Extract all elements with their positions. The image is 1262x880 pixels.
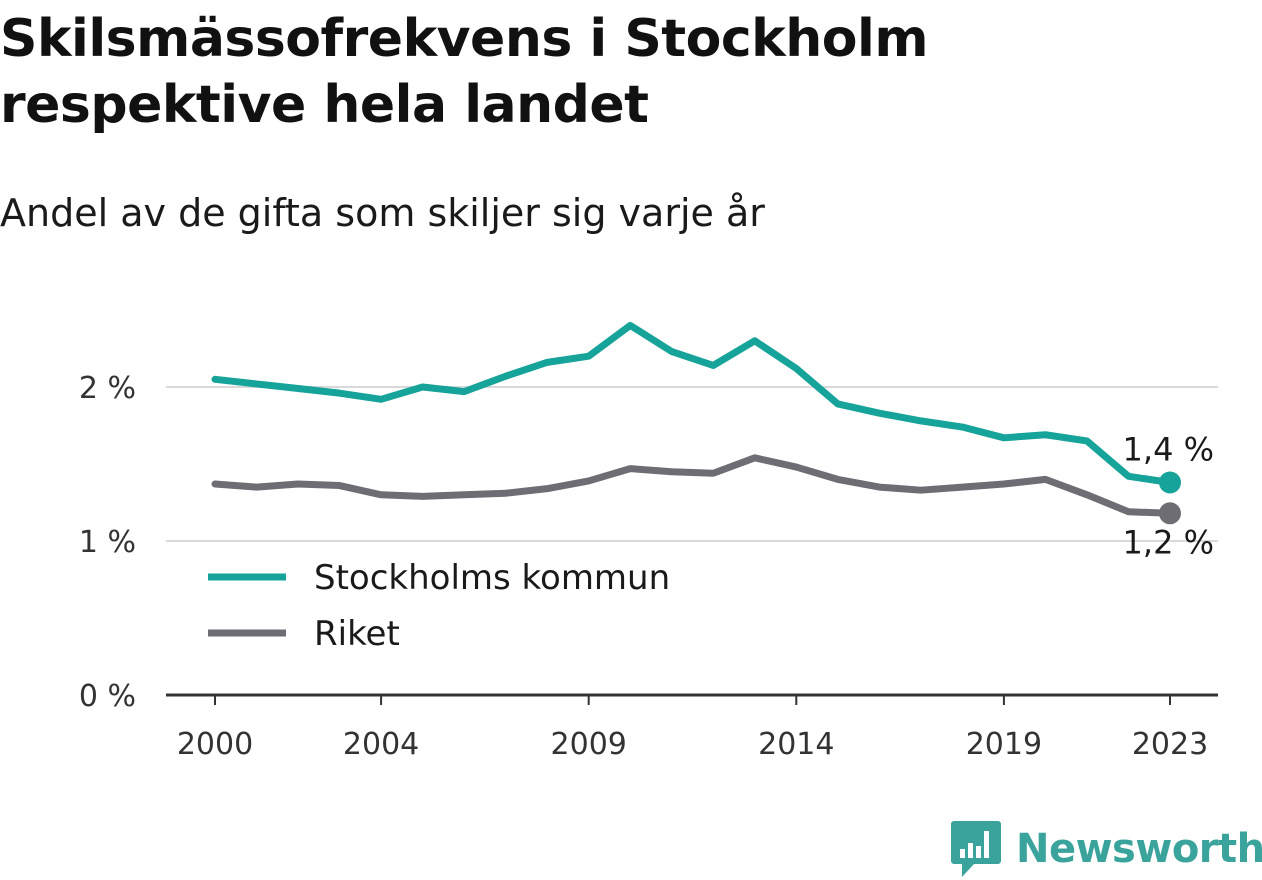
chart-subtitle: Andel av de gifta som skiljer sig varje … [0,191,765,235]
x-tick-label: 2019 [966,727,1042,762]
x-axis: 2000 2004 2009 2014 2019 2023 [166,693,1218,762]
legend-label: Riket [314,614,400,654]
series-line-stockholms-kommun [211,321,1174,486]
end-point-stockholm [1159,471,1181,494]
legend-label: Stockholms kommun [314,558,670,598]
end-point-riket [1159,502,1181,525]
y-axis: 0 % 1 % 2 % [79,371,136,714]
legend: Stockholms kommun Riket [208,558,670,654]
logo-wordmark: Newsworthy [1016,826,1262,872]
end-label-riket: 1,2 % [1123,523,1214,561]
newsworthy-logo-icon [951,821,1001,877]
gridlines [166,386,1218,542]
x-tick-label: 2023 [1132,727,1208,762]
series-lines: 1,4 % 1,2 % [211,321,1214,561]
chart-title: Skilsmässofrekvens i Stockholm respektiv… [0,9,929,135]
y-tick-label: 1 % [79,525,136,560]
series-line-riket [211,454,1174,517]
x-tick-label: 2000 [177,727,253,762]
newsworthy-logo: Newsworthy [950,818,1262,880]
y-tick-label: 2 % [79,371,136,406]
x-tick-label: 2014 [758,727,834,762]
y-tick-label: 0 % [79,679,136,714]
x-tick-label: 2009 [551,727,627,762]
end-label-stockholm: 1,4 % [1123,430,1214,468]
x-tick-label: 2004 [343,727,419,762]
